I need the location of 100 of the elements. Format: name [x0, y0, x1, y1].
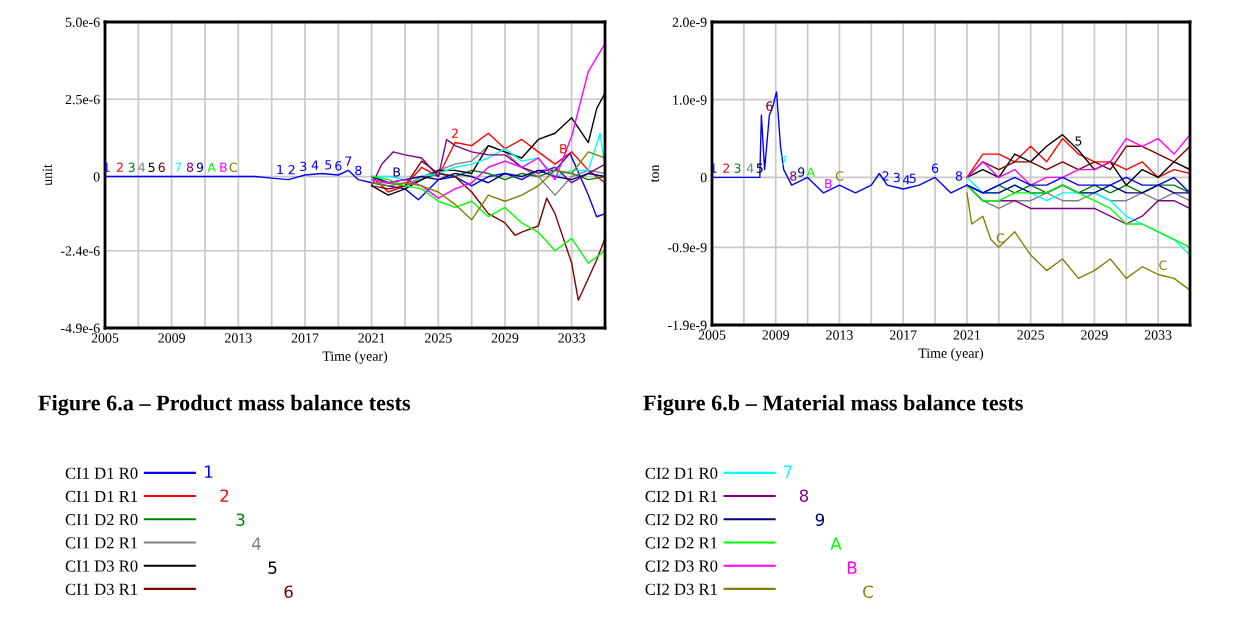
x-tick-label: 2013: [225, 333, 252, 343]
y-axis-title: ton: [651, 164, 660, 183]
annotation: 6: [766, 101, 773, 111]
text: Figure 6.b – Material mass balance tests: [643, 394, 1023, 416]
legend-label: CI1 D1 R0: [65, 467, 138, 479]
text: A: [830, 537, 842, 550]
annotation: 8: [355, 165, 362, 176]
annotation: 9: [196, 162, 204, 173]
text: Figure 6.a – Product mass balance tests: [38, 394, 411, 416]
annotation: 2: [882, 171, 889, 181]
annotation: C: [1159, 260, 1167, 270]
annotation: B: [220, 162, 227, 172]
y-tick-label: 2.0e-9: [672, 17, 707, 28]
text: 7: [784, 465, 792, 478]
y-tick-label: 0: [700, 172, 707, 183]
line-series: [966, 192, 1190, 291]
legend-label: CI1 D1 R1: [65, 490, 138, 503]
x-tick-label: 2029: [491, 333, 519, 343]
annotation: 3: [734, 163, 741, 173]
annotation: 9: [798, 167, 805, 177]
x-tick-label: 2021: [358, 333, 385, 343]
x-tick-label: 2021: [953, 330, 980, 340]
text: 8: [799, 489, 809, 502]
text: 5: [268, 561, 277, 574]
legend-label: CI1 D3 R0: [65, 560, 138, 572]
x-tick-label: 2017: [889, 330, 917, 340]
y-tick-label: 5.0e-6: [65, 17, 100, 28]
annotation: 2: [116, 162, 123, 172]
legend-label: CI2 D3 R0: [645, 560, 718, 572]
annotation: C: [835, 171, 844, 181]
line-series: [712, 91, 1190, 194]
x-tick-label: 2033: [1144, 330, 1172, 340]
annotation: A: [207, 162, 216, 172]
annotation: 4: [903, 175, 910, 185]
text: 9: [815, 513, 825, 526]
annotation: 4: [311, 160, 319, 170]
y-tick-label: -2.4e-6: [60, 246, 100, 256]
annotation: 3: [300, 161, 307, 172]
annotation: 6: [931, 163, 939, 173]
annotation: 2: [288, 165, 295, 175]
legend-label: CI2 D3 R1: [645, 583, 717, 595]
x-tick-label: 2009: [158, 333, 185, 343]
legend-label: CI2 D2 R0: [645, 514, 718, 526]
annotation: 2: [451, 128, 458, 138]
line-series: [370, 160, 605, 301]
text: 4: [252, 537, 261, 550]
x-tick-label: 2005: [91, 333, 119, 343]
annotation: 6: [158, 162, 165, 173]
x-axis-title: Time (year): [322, 351, 388, 364]
annotation: 5: [325, 160, 332, 170]
annotation: 7: [345, 156, 352, 166]
y-axis-title: unit: [42, 164, 53, 186]
line-series: [105, 152, 605, 218]
x-axis-title: Time (year): [918, 348, 984, 361]
text: C: [863, 585, 873, 598]
annotation: 8: [186, 162, 194, 173]
text: 1: [205, 465, 213, 478]
text: 3: [236, 513, 245, 526]
annotation: 6: [335, 161, 342, 171]
x-tick-label: 2029: [1081, 330, 1108, 340]
y-tick-label: -4.9e-6: [60, 323, 100, 334]
y-tick-label: 0: [93, 172, 100, 182]
annotation: 5: [1075, 136, 1082, 146]
legend-label: CI1 D2 R0: [65, 514, 138, 526]
annotation: 5: [148, 162, 155, 173]
text: 6: [284, 585, 293, 598]
legend-label: CI2 D1 R0: [645, 467, 718, 479]
line-series: [370, 42, 605, 199]
y-tick-label: -1.9e-9: [667, 320, 707, 331]
annotation: B: [560, 144, 567, 154]
annotation: 4: [746, 163, 754, 173]
annotation: B: [393, 167, 401, 177]
line-series: [966, 137, 1190, 179]
x-tick-label: 2025: [1017, 330, 1045, 340]
annotation: C: [229, 162, 238, 173]
x-tick-label: 2025: [425, 333, 452, 343]
annotation: 3: [128, 162, 135, 173]
y-tick-label: 1.0e-9: [673, 95, 707, 105]
x-tick-label: 2017: [291, 333, 319, 343]
x-tick-label: 2005: [698, 330, 726, 340]
line-series: [370, 175, 605, 264]
annotation: 2: [723, 163, 730, 173]
annotation: 4: [138, 162, 145, 172]
annotation: 8: [955, 171, 963, 181]
x-tick-label: 2009: [762, 330, 790, 340]
x-tick-label: 2013: [826, 330, 853, 340]
text: B: [847, 561, 857, 574]
legend-label: CI2 D2 R1: [645, 537, 717, 549]
annotation: 7: [175, 162, 182, 172]
annotation: B: [825, 179, 832, 189]
line-series: [966, 184, 1190, 249]
y-tick-label: -0.9e-9: [667, 242, 707, 253]
annotation: 8: [790, 171, 797, 181]
legend-label: CI1 D3 R1: [65, 583, 138, 595]
line-series: [370, 138, 605, 187]
legend-label: CI1 D2 R1: [65, 537, 138, 549]
x-tick-label: 2033: [558, 333, 586, 343]
annotation: C: [996, 233, 1005, 243]
annotation: 5: [909, 173, 916, 183]
annotation: 1: [277, 164, 283, 175]
